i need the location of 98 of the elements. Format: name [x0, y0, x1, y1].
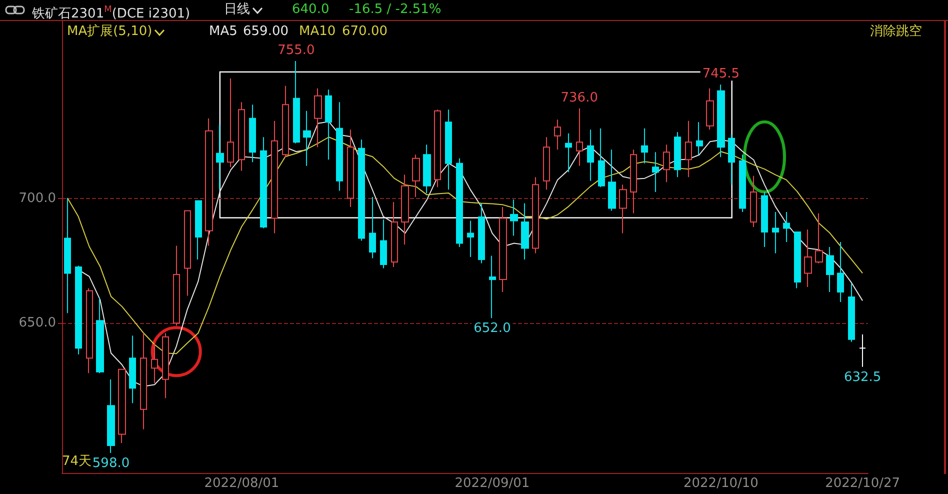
candlestick: [445, 109, 452, 190]
candlestick: [86, 288, 93, 374]
candlestick: [728, 134, 735, 186]
x-tick-label: 2022/09/01: [454, 476, 530, 491]
candlestick: [358, 139, 365, 242]
candlestick: [608, 149, 616, 212]
candlestick: [739, 154, 746, 213]
chart-subtitle: 日线: [224, 2, 250, 18]
text: 消除跳空: [870, 24, 922, 40]
text: MA5: [209, 24, 238, 40]
candlestick: [129, 335, 136, 404]
text: -16.5 / -2.51%: [349, 2, 442, 18]
x-tick-label: 2022/10/10: [683, 476, 758, 491]
x-tick-label: 2022/08/01: [204, 476, 280, 491]
annotation: MA扩展(5,10): [67, 24, 152, 40]
candlestick: [499, 206, 507, 292]
line-series: [66, 136, 864, 354]
candlestick: [260, 136, 267, 229]
candlestick: [510, 199, 518, 236]
candlestick: [772, 212, 779, 254]
annotation: 652.0: [474, 321, 511, 336]
candlestick: [674, 132, 681, 178]
annotation: 598.0: [92, 456, 130, 472]
candlestick: [663, 144, 670, 183]
candlestick: [837, 242, 844, 302]
candlestick: [96, 298, 104, 374]
candlestick: [423, 144, 431, 194]
candlestick: [314, 88, 322, 148]
candlestick: [848, 282, 855, 342]
candlestick: [75, 265, 82, 355]
candlestick: [576, 108, 583, 166]
annotation: 670.00: [342, 24, 388, 40]
candlestick: [630, 149, 637, 214]
candlestick: [554, 119, 561, 150]
annotation: 745.5: [702, 66, 740, 82]
candlestick: [282, 85, 289, 158]
candlestick: [293, 60, 300, 144]
candlestick: [565, 132, 572, 173]
candlestick: [325, 89, 332, 160]
candlestick: [706, 88, 714, 130]
candlestick: [761, 192, 768, 248]
candlestick: [238, 102, 245, 172]
candlestick: [598, 128, 605, 188]
candlestick: [532, 176, 539, 254]
candlestick: [107, 378, 115, 454]
candlestick: [173, 245, 180, 326]
candlestick: [391, 202, 398, 268]
candlestick: [543, 136, 550, 190]
annotation: 74天: [62, 454, 92, 470]
candlestick: [804, 229, 812, 288]
candlestick: [478, 202, 485, 264]
annotation: 659.00: [243, 24, 288, 40]
candlestick: [815, 212, 823, 264]
x-tick-label: 2022/10/27: [825, 476, 900, 491]
candlestick: [412, 154, 420, 198]
candlestick: [521, 202, 529, 260]
candlestick: [696, 122, 703, 156]
candlestick: [641, 128, 648, 164]
annotation: 632.5: [844, 370, 882, 385]
candlestick: [652, 152, 659, 193]
candlestick: [456, 158, 463, 248]
candlestick: [467, 220, 474, 258]
candlestick: [64, 198, 71, 314]
candlestick: [587, 129, 594, 182]
candlestick: [489, 255, 496, 319]
candlestick: [380, 219, 387, 269]
candlestick: [401, 174, 409, 246]
candlestick: [369, 196, 376, 259]
candlestick: [619, 184, 627, 234]
candlestick: [271, 120, 278, 234]
candlestick: [717, 84, 725, 158]
y-tick-label: 650.0: [18, 316, 56, 331]
annotation: 755.0: [278, 42, 315, 58]
candlestick: [826, 246, 834, 292]
candlestick: [249, 104, 256, 163]
candlestick: [303, 110, 311, 166]
annotation: 736.0: [560, 90, 598, 106]
candlestick: [685, 120, 692, 178]
text: 640.0: [292, 2, 330, 18]
candlestick: [783, 212, 790, 243]
candlestick: [336, 102, 343, 192]
text: MA10: [299, 24, 336, 40]
candlestick: [859, 334, 866, 368]
candlestick: [794, 232, 801, 289]
chart-title: 铁矿石2301$^{M}$(DCE i2301): [32, 4, 190, 22]
candlestick: [347, 129, 354, 208]
y-tick-label: 700.0: [18, 190, 56, 206]
candlestick: [140, 332, 147, 430]
candlestick: [205, 118, 213, 246]
candlestick: [151, 342, 158, 384]
candlestick: [216, 124, 224, 190]
candlestick: [750, 175, 757, 228]
candlestick: [195, 200, 202, 260]
candlestick: [162, 332, 169, 399]
candlestick: [434, 109, 441, 188]
candlestick: [118, 368, 126, 444]
candlestick: [184, 210, 191, 296]
candlestick: [227, 78, 234, 168]
